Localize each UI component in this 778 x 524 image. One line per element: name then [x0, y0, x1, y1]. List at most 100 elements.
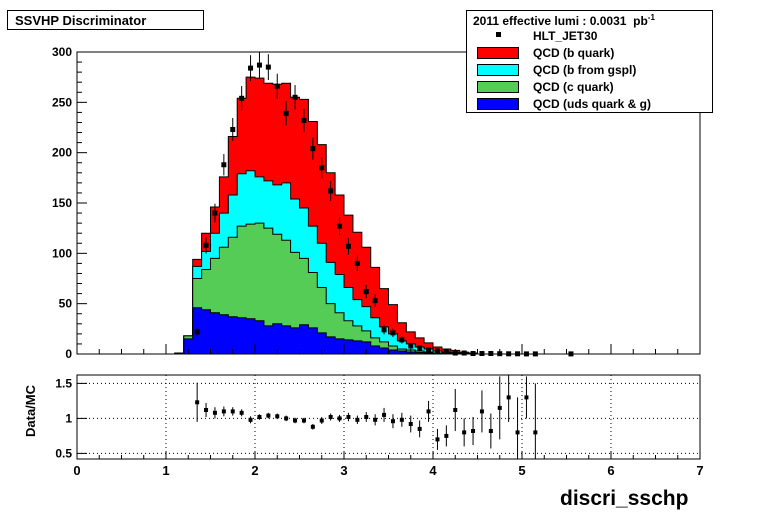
legend-label-data: HLT_JET30: [533, 29, 598, 43]
data-point: [345, 243, 351, 249]
histogram-bar: [361, 306, 372, 354]
histogram-bar: [263, 228, 274, 354]
histogram-bar: [255, 223, 265, 354]
x-tick-label: 2: [251, 463, 258, 478]
legend-entry-b-quark: QCD (b quark): [467, 45, 712, 62]
ratio-point: [275, 414, 280, 419]
y-tick-label: 200: [52, 146, 72, 160]
data-point: [479, 350, 485, 356]
y-tick-label: 300: [52, 45, 72, 59]
legend: 2011 effective lumi : 0.0031 pb-1 HLT_JE…: [466, 10, 713, 113]
ratio-point: [373, 417, 378, 422]
ratio-point: [506, 395, 511, 400]
histogram-bar: [344, 215, 354, 354]
histogram-bar: [370, 345, 380, 354]
data-point: [381, 327, 387, 333]
ratio-point: [488, 429, 493, 433]
ratio-point: [239, 410, 244, 415]
histogram-bar: [406, 343, 416, 354]
histogram-bar: [397, 350, 407, 354]
data-point: [194, 329, 200, 335]
histogram-bar: [415, 352, 425, 354]
legend-swatch-uds: [477, 98, 519, 110]
data-point: [434, 348, 440, 354]
histogram-bar: [352, 232, 363, 354]
ratio-point: [337, 416, 342, 421]
ratio-point: [426, 409, 431, 414]
histogram-bar: [370, 267, 380, 354]
histogram-bar: [246, 224, 256, 354]
ratio-y-axis-label: Data/MC: [23, 384, 38, 437]
ratio-point: [293, 418, 298, 423]
histogram-bar: [246, 318, 256, 354]
data-point: [372, 298, 378, 304]
legend-label-b-gspl: QCD (b from gspl): [533, 63, 637, 77]
histogram-bar: [370, 317, 380, 354]
data-point: [426, 347, 432, 353]
data-points: [194, 52, 574, 357]
histogram-bar: [406, 331, 416, 354]
histogram-bar: [361, 247, 372, 354]
histogram-bar: [317, 332, 327, 354]
data-point: [417, 345, 423, 351]
ratio-point: [204, 408, 209, 412]
data-point: [354, 260, 360, 266]
legend-entry-c-quark: QCD (c quark): [467, 79, 712, 96]
histogram-bar: [335, 312, 345, 354]
stack-outline: [174, 307, 478, 355]
histogram-bar: [281, 325, 291, 354]
data-point: [239, 95, 245, 101]
ratio-y-tick-label: 0.5: [55, 446, 72, 460]
data-point: [256, 62, 262, 68]
ratio-point: [471, 429, 476, 433]
histogram-bar: [379, 288, 389, 354]
histogram-bar: [344, 339, 354, 354]
chart-title-text: SSVHP Discriminator: [15, 13, 147, 28]
data-point: [248, 65, 254, 71]
data-point: [470, 350, 476, 356]
ratio-point: [462, 430, 467, 435]
legend-entry-uds: QCD (uds quark & g): [467, 96, 712, 113]
y-tick-label: 0: [65, 347, 72, 361]
histogram-bar: [344, 320, 354, 354]
ratio-point: [257, 415, 262, 419]
histogram-bar: [299, 258, 309, 354]
histogram-bar: [281, 240, 291, 354]
ratio-point: [221, 409, 226, 414]
legend-label-b-quark: QCD (b quark): [533, 46, 615, 60]
x-tick-label: 1: [162, 463, 169, 478]
data-point: [328, 188, 334, 194]
histogram-bar: [228, 316, 238, 354]
histogram-bar: [352, 340, 363, 354]
ratio-point: [284, 416, 289, 421]
ratio-point: [328, 415, 333, 419]
data-point: [274, 83, 280, 89]
data-point: [337, 223, 343, 229]
ratio-point: [453, 408, 458, 412]
x-tick-label: 3: [340, 463, 347, 478]
ratio-point: [319, 418, 324, 423]
stack-outline: [174, 222, 478, 355]
histogram-bar: [183, 338, 194, 354]
data-point: [292, 94, 298, 100]
data-point: [301, 117, 307, 123]
histogram-bar: [424, 352, 434, 354]
x-tick-label: 7: [696, 463, 703, 478]
ratio-point: [364, 415, 369, 419]
ratio-point: [212, 410, 217, 415]
histogram-bar: [388, 349, 398, 354]
data-point: [221, 162, 227, 168]
histogram-bar: [210, 258, 220, 354]
legend-label-c-quark: QCD (c quark): [533, 80, 614, 94]
legend-swatch-b-gspl: [477, 64, 519, 76]
histogram-bar: [379, 347, 389, 354]
ratio-point: [355, 417, 360, 422]
legend-header: 2011 effective lumi : 0.0031 pb-1: [473, 13, 655, 28]
histogram-bar: [237, 226, 247, 354]
legend-label-uds: QCD (uds quark & g): [533, 97, 652, 111]
x-axis-title: discri_sschp: [560, 487, 689, 510]
y-tick-label: 100: [52, 246, 72, 260]
data-point: [399, 337, 405, 343]
x-tick-label: 0: [73, 463, 80, 478]
ratio-x-axis: 0 1 2 3 4 5 6 7: [73, 451, 704, 478]
